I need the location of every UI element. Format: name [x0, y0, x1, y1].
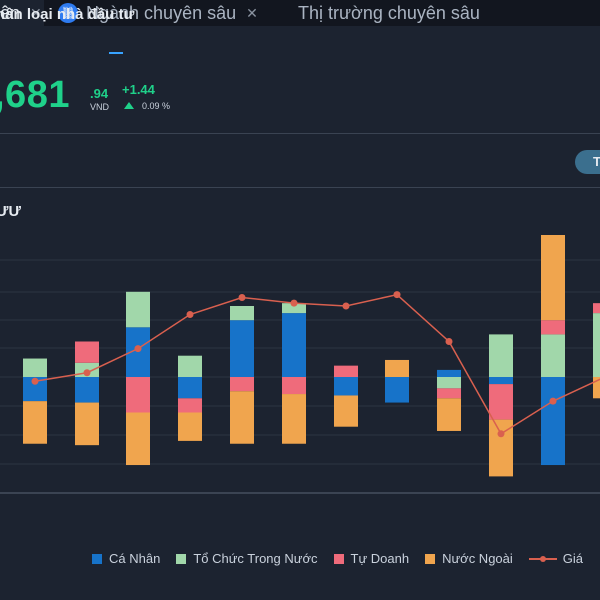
bar-segment-ca_nhan[interactable]	[282, 313, 306, 377]
price-change-percent: 0.09 %	[142, 101, 171, 111]
close-icon[interactable]: ✕	[30, 4, 42, 21]
price-point[interactable]	[186, 311, 194, 319]
bar-segment-nuoc_ngoai[interactable]	[385, 359, 409, 377]
bar-segment-nuoc_ngoai[interactable]	[178, 412, 202, 441]
legend-line-marker	[528, 554, 557, 564]
bar-segment-tu_doanh[interactable]	[75, 341, 99, 363]
bar-segment-tu_doanh[interactable]	[541, 320, 565, 335]
legend-label: Tổ Chức Trong Nước	[193, 551, 318, 566]
legend-label: Tự Doanh	[350, 551, 410, 566]
bar-segment-nuoc_ngoai[interactable]	[541, 235, 565, 321]
price-change: +1.44	[122, 82, 155, 97]
bar-segment-to_chuc[interactable]	[437, 377, 461, 389]
price-line	[31, 291, 600, 438]
bar-segment-nuoc_ngoai[interactable]	[437, 398, 461, 431]
bar-segment-nuoc_ngoai[interactable]	[75, 402, 99, 446]
bar-segment-ca_nhan[interactable]	[385, 377, 409, 403]
legend-to-chuc[interactable]: Tổ Chức Trong Nước	[176, 551, 318, 566]
bar-segment-tu_doanh[interactable]	[437, 388, 461, 399]
close-icon[interactable]: ✕	[246, 4, 258, 21]
legend-tu-doanh[interactable]: Tự Doanh	[333, 551, 410, 566]
stock-price: ,681	[0, 74, 70, 116]
divider	[0, 187, 600, 188]
link-icon: ⛓	[58, 3, 78, 23]
tab-label: ên	[0, 2, 21, 23]
tab-label: Ngành chuyên sâu	[86, 2, 237, 23]
legend-label: Giá	[562, 551, 584, 566]
bar-segment-nuoc_ngoai[interactable]	[593, 377, 600, 399]
bar-segment-ca_nhan[interactable]	[75, 377, 99, 403]
price-point[interactable]	[342, 302, 350, 310]
bar-segment-tu_doanh[interactable]	[334, 365, 358, 377]
toggle-pill[interactable]: T	[575, 150, 600, 174]
bar-segment-to_chuc[interactable]	[126, 291, 150, 328]
legend-ca-nhan[interactable]: Cá Nhân	[92, 551, 160, 566]
bar-segment-nuoc_ngoai[interactable]	[282, 394, 306, 444]
subtab-indicator	[109, 52, 123, 54]
legend-swatch	[92, 553, 102, 564]
legend-label: Cá Nhân	[109, 551, 161, 566]
price-point[interactable]	[31, 377, 39, 385]
legend-nuoc-ngoai[interactable]: Nước Ngoài	[425, 551, 513, 566]
price-point[interactable]	[238, 293, 246, 301]
bar-segment-to_chuc[interactable]	[23, 358, 47, 377]
legend-swatch	[425, 553, 436, 564]
bar-segment-ca_nhan[interactable]	[334, 377, 358, 396]
bar-segment-ca_nhan[interactable]	[437, 369, 461, 377]
currency-unit: VND	[90, 102, 110, 112]
legend-swatch	[333, 553, 344, 564]
bar-segment-ca_nhan[interactable]	[489, 377, 513, 385]
bar-segment-to_chuc[interactable]	[282, 303, 306, 314]
legend-label: Nước Ngoài	[442, 551, 513, 566]
bar-segment-to_chuc[interactable]	[593, 313, 600, 377]
bar-segment-tu_doanh[interactable]	[126, 377, 150, 413]
bar-segment-to_chuc[interactable]	[489, 334, 513, 377]
section-title: ƯƯ	[0, 203, 21, 220]
tab-thi-truong-chuyen-sau[interactable]: Thị trường chuyên sâu	[298, 0, 480, 26]
tab-active[interactable]: ên ✕	[0, 0, 44, 26]
bar-segment-nuoc_ngoai[interactable]	[230, 391, 254, 444]
legend-gia[interactable]: Giá	[528, 551, 584, 566]
bar-segment-tu_doanh[interactable]	[593, 303, 600, 314]
stock-price-decimal: .94	[90, 86, 109, 101]
bar-segment-nuoc_ngoai[interactable]	[334, 395, 358, 427]
price-point[interactable]	[393, 291, 401, 299]
bar-segment-to_chuc[interactable]	[541, 334, 565, 377]
chart-legend: Cá Nhân Tổ Chức Trong Nước Tự Doanh Nước…	[92, 551, 599, 566]
bar-segment-ca_nhan[interactable]	[541, 377, 565, 466]
bar-segment-tu_doanh[interactable]	[230, 377, 254, 392]
bar-segment-nuoc_ngoai[interactable]	[23, 401, 47, 444]
bar-segment-to_chuc[interactable]	[178, 355, 202, 377]
tab-label: Thị trường chuyên sâu	[298, 2, 480, 23]
price-point[interactable]	[83, 369, 91, 377]
price-point[interactable]	[134, 345, 142, 353]
price-point[interactable]	[290, 299, 298, 307]
tab-bar: ên ✕ ⛓ Ngành chuyên sâu ✕ Thị trường chu…	[0, 0, 600, 26]
legend-swatch	[176, 553, 187, 564]
bar-segment-tu_doanh[interactable]	[489, 384, 513, 420]
bar-segment-to_chuc[interactable]	[230, 306, 254, 321]
subtab-phan-loai[interactable]: hân loại nhà đầu tư	[0, 6, 135, 23]
price-point[interactable]	[497, 430, 505, 438]
price-point[interactable]	[549, 397, 557, 405]
chart-bars	[23, 235, 600, 477]
up-arrow-icon	[124, 102, 134, 109]
tab-nganh-chuyen-sau[interactable]: ⛓ Ngành chuyên sâu ✕	[58, 0, 258, 26]
bar-segment-nuoc_ngoai[interactable]	[126, 412, 150, 466]
bar-segment-tu_doanh[interactable]	[178, 398, 202, 413]
divider	[0, 133, 600, 134]
price-line-path	[34, 293, 600, 435]
price-point[interactable]	[445, 338, 453, 345]
bar-segment-ca_nhan[interactable]	[230, 320, 254, 377]
bar-segment-tu_doanh[interactable]	[282, 377, 306, 395]
bar-segment-ca_nhan[interactable]	[178, 377, 202, 399]
